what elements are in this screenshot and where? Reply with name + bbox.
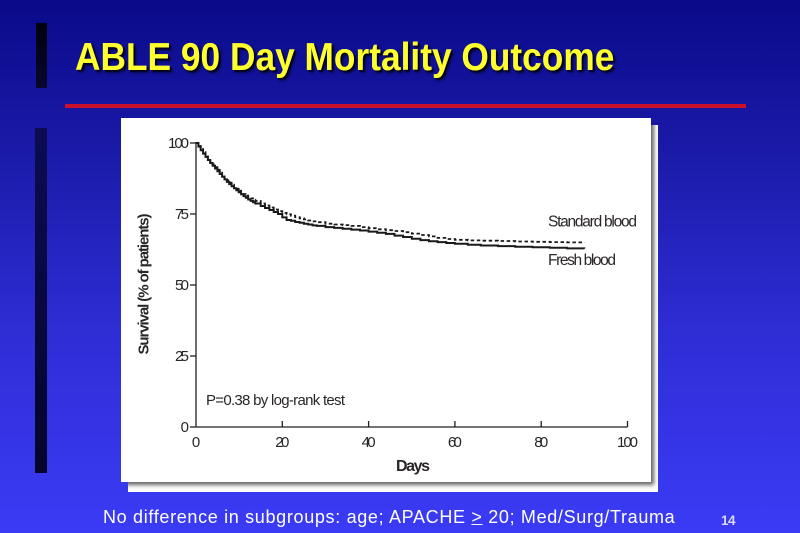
svg-text:Survival (% of patients): Survival (% of patients) [136, 214, 153, 355]
svg-text:100: 100 [168, 135, 189, 152]
svg-text:20: 20 [275, 434, 289, 451]
svg-text:60: 60 [448, 434, 462, 451]
svg-text:0: 0 [181, 419, 189, 436]
svg-text:Fresh blood: Fresh blood [548, 252, 616, 269]
svg-text:P=0.38 by log-rank test: P=0.38 by log-rank test [206, 392, 346, 409]
svg-text:Days: Days [396, 458, 430, 475]
svg-text:100: 100 [617, 434, 638, 451]
svg-text:25: 25 [175, 348, 189, 365]
svg-text:80: 80 [534, 434, 548, 451]
svg-text:75: 75 [175, 206, 189, 223]
svg-text:40: 40 [362, 434, 376, 451]
svg-text:Standard blood: Standard blood [548, 214, 637, 231]
svg-text:50: 50 [175, 277, 189, 294]
svg-text:0: 0 [192, 434, 200, 451]
